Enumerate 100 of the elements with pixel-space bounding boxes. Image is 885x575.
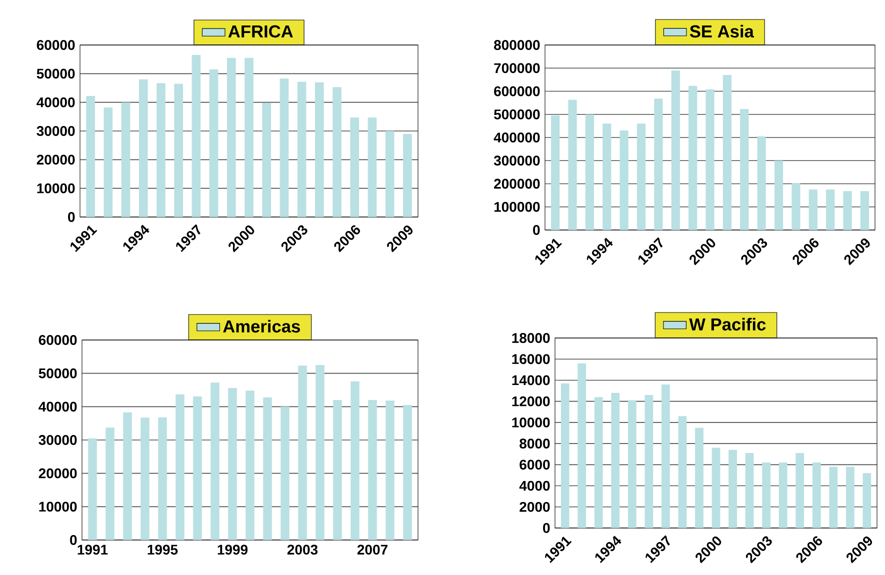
x-tick-label: 2007 [357, 544, 388, 555]
y-tick-label: 700000 [494, 63, 540, 74]
y-tick-label: 20000 [38, 468, 77, 478]
bar [385, 131, 394, 217]
bar [403, 134, 412, 217]
bar [227, 58, 236, 217]
bar [316, 365, 324, 540]
bar [315, 82, 324, 217]
bar [688, 86, 698, 230]
bar [138, 79, 148, 217]
bar [644, 395, 654, 528]
bar [156, 83, 166, 217]
y-tick-label: 20000 [36, 154, 75, 165]
bar [123, 412, 132, 540]
bar [551, 116, 560, 230]
bar [176, 394, 184, 540]
bar [140, 418, 150, 540]
bar [792, 183, 800, 230]
bar [158, 417, 167, 540]
y-tick-label: 200000 [494, 178, 540, 189]
y-tick-label: 18000 [512, 333, 550, 343]
bar [246, 390, 254, 540]
bar [796, 453, 804, 528]
y-tick-label: 60000 [36, 40, 75, 50]
bar [209, 69, 218, 217]
bar [695, 428, 704, 528]
bar [602, 124, 612, 230]
x-tick-label: 1995 [148, 544, 178, 555]
bar [88, 438, 97, 540]
bar [757, 136, 766, 230]
bar [193, 396, 202, 540]
bar [745, 453, 754, 528]
y-tick-label: 60000 [38, 335, 77, 345]
bar [244, 58, 254, 217]
y-tick-label: 300000 [494, 156, 540, 166]
y-tick-label: 2000 [520, 502, 550, 512]
bar [728, 450, 737, 528]
bar [778, 462, 788, 528]
x-tick-label: 2003 [287, 544, 318, 555]
bar [280, 406, 290, 540]
bar [121, 102, 130, 217]
y-tick-label: 30000 [38, 435, 77, 445]
y-tick-label: 100000 [494, 202, 540, 212]
bar [712, 448, 720, 528]
y-tick-label: 0 [533, 225, 540, 235]
bar [636, 124, 646, 230]
bar [104, 107, 113, 217]
bar [368, 400, 377, 540]
x-tick-label: 1991 [78, 544, 108, 555]
bar [280, 78, 289, 217]
bar [106, 428, 114, 540]
y-tick-label: 4000 [519, 480, 550, 491]
bar [808, 190, 818, 230]
bar [262, 102, 272, 217]
bar [86, 96, 95, 217]
bar [678, 416, 687, 528]
legend-label: AFRICA [228, 25, 293, 38]
legend-label: Americas [223, 320, 300, 333]
bar [662, 384, 670, 528]
bar [812, 462, 821, 528]
bar [192, 55, 201, 217]
y-tick-label: 6000 [520, 460, 550, 470]
y-tick-label: 10000 [39, 502, 77, 512]
bar [263, 397, 272, 540]
bar [862, 473, 872, 528]
bar [722, 75, 732, 230]
bar [298, 366, 307, 540]
bar [578, 363, 586, 528]
bar [210, 382, 220, 540]
bar [350, 381, 360, 540]
bar [568, 100, 577, 230]
legend-label: SE Asia [690, 24, 754, 38]
bar [333, 400, 342, 540]
bar [611, 392, 620, 528]
bar [829, 466, 838, 528]
bar [671, 70, 680, 230]
bar [350, 118, 360, 217]
y-tick-label: 50000 [36, 68, 75, 79]
y-tick-label: 0 [543, 523, 550, 533]
bar [654, 98, 663, 230]
y-tick-label: 40000 [36, 97, 75, 108]
bar [762, 462, 771, 528]
y-tick-label: 12000 [512, 396, 550, 406]
bar [628, 400, 636, 528]
bar [620, 130, 628, 230]
bar [706, 89, 714, 230]
y-tick-label: 16000 [512, 354, 550, 364]
bar [594, 397, 603, 528]
bar [297, 82, 306, 217]
y-tick-label: 800000 [494, 40, 540, 50]
y-tick-label: 10000 [37, 183, 75, 194]
y-tick-label: 400000 [494, 132, 540, 142]
y-tick-label: 50000 [38, 368, 77, 378]
bar [332, 87, 342, 217]
bar [585, 114, 594, 230]
y-tick-label: 8000 [520, 438, 550, 449]
bar [228, 388, 237, 540]
y-tick-label: 14000 [512, 375, 550, 386]
y-tick-label: 0 [68, 212, 75, 222]
bar [174, 84, 183, 217]
